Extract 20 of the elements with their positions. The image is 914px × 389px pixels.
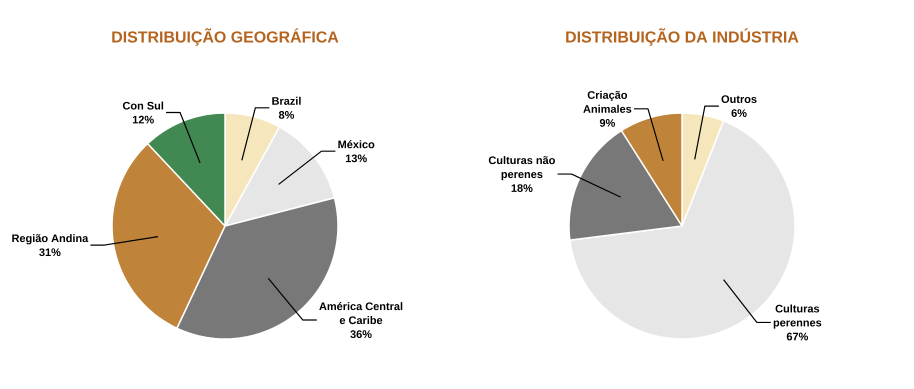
- chart-title: DISTRIBUIÇÃO GEOGRÁFICA: [112, 28, 338, 46]
- data-label: 67%: [786, 332, 808, 340]
- slice-label: América Central e Caribe: [319, 302, 402, 324]
- slice-label: Região Andina: [12, 234, 88, 244]
- data-label: 8%: [278, 111, 294, 119]
- slice-label: Brazil: [272, 96, 301, 105]
- data-label: 31%: [39, 248, 61, 256]
- data-label: 12%: [132, 116, 154, 124]
- data-label: 9%: [600, 119, 616, 127]
- data-label: 13%: [346, 154, 367, 162]
- slice-label: México: [338, 140, 374, 148]
- data-label: 6%: [732, 109, 747, 117]
- data-label: 36%: [350, 330, 372, 338]
- slice-label: Culturas perennes: [774, 304, 822, 329]
- slice-label: Con Sul: [122, 102, 164, 110]
- slice-label: Culturas não perenes: [488, 156, 555, 180]
- slice-label: Criação Animales: [583, 90, 632, 113]
- chart-title: DISTRIBUIÇÃO DA INDÚSTRIA: [566, 28, 798, 46]
- slice-label: Outros: [722, 95, 757, 104]
- data-label: 18%: [512, 184, 533, 192]
